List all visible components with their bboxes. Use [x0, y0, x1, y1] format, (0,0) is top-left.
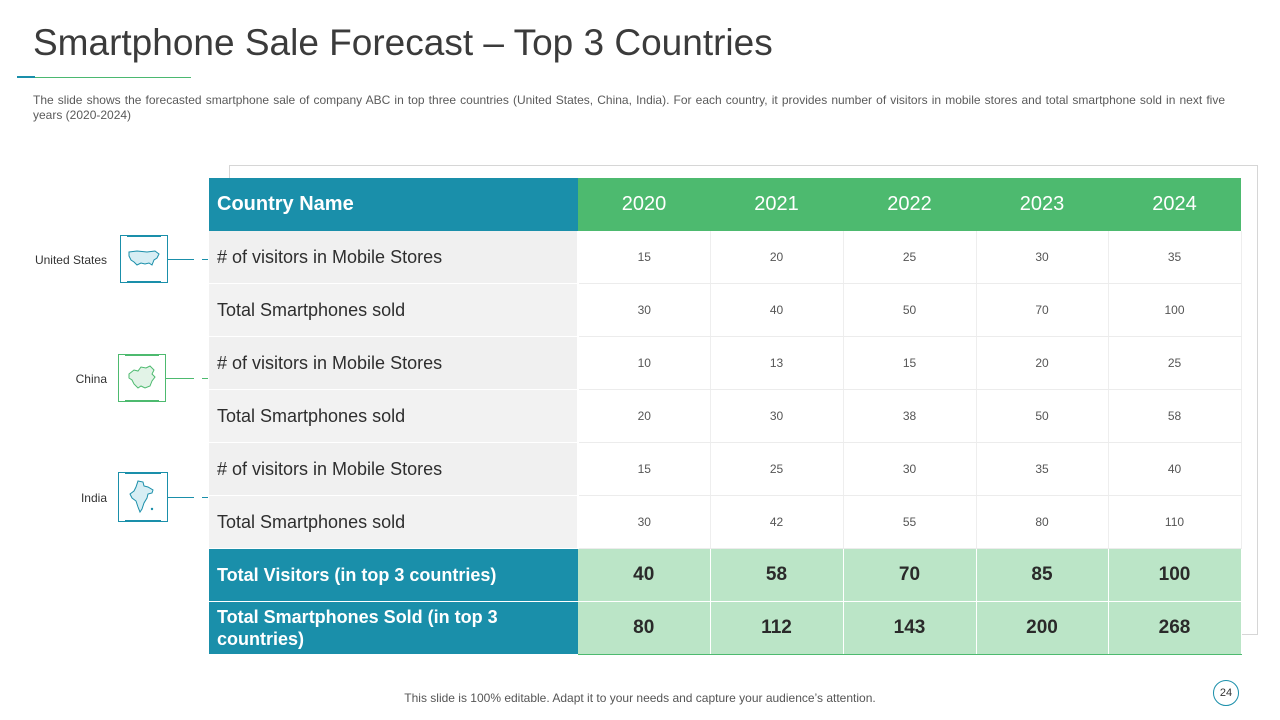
table-row: Total Smartphones sold 30 40 50 70 100	[209, 283, 1242, 337]
row-label: # of visitors in Mobile Stores	[209, 231, 579, 284]
cell-value: 15	[578, 442, 711, 496]
cell-value: 35	[1108, 231, 1242, 284]
total-row-label: Total Visitors (in top 3 countries)	[209, 548, 578, 602]
connector-dash-china	[202, 378, 208, 379]
cell-value: 50	[976, 389, 1109, 443]
table-row: Total Smartphones sold 20 30 38 50 58	[209, 389, 1242, 443]
table-row: # of visitors in Mobile Stores 15 20 25 …	[209, 231, 1242, 284]
forecast-table: Country Name 2020 2021 2022 2023 2024 # …	[209, 178, 1242, 655]
cell-value: 20	[710, 231, 844, 284]
title-underline-accent	[17, 76, 35, 78]
row-label: # of visitors in Mobile Stores	[209, 336, 579, 390]
total-cell-value: 40	[578, 548, 711, 602]
total-row-label: Total Smartphones Sold (in top 3 countri…	[209, 601, 578, 655]
total-cell-value: 100	[1108, 548, 1242, 602]
total-row: Total Smartphones Sold (in top 3 countri…	[209, 601, 1242, 655]
page-number-badge: 24	[1213, 680, 1239, 706]
cell-value: 20	[578, 389, 711, 443]
cell-value: 42	[710, 495, 844, 549]
india-map-icon	[118, 472, 168, 522]
country-label-united-states: United States	[34, 253, 107, 267]
table-header-row: Country Name 2020 2021 2022 2023 2024	[209, 178, 1241, 231]
table-row: # of visitors in Mobile Stores 15 25 30 …	[209, 442, 1242, 496]
cell-value: 80	[976, 495, 1109, 549]
cell-value: 15	[578, 231, 711, 284]
country-label-india: India	[80, 491, 107, 505]
total-cell-value: 85	[976, 548, 1109, 602]
slide-title: Smartphone Sale Forecast – Top 3 Countri…	[33, 22, 773, 63]
cell-value: 30	[976, 231, 1109, 284]
cell-value: 50	[843, 283, 977, 337]
row-label: # of visitors in Mobile Stores	[209, 442, 579, 496]
header-year: 2024	[1108, 178, 1241, 231]
total-cell-value: 80	[578, 601, 711, 655]
row-label: Total Smartphones sold	[209, 495, 579, 549]
cell-value: 40	[1108, 442, 1242, 496]
row-label: Total Smartphones sold	[209, 389, 579, 443]
header-year: 2023	[976, 178, 1108, 231]
cell-value: 30	[578, 283, 711, 337]
connector-india	[168, 497, 194, 498]
china-map-icon	[118, 354, 166, 402]
total-row: Total Visitors (in top 3 countries) 40 5…	[209, 548, 1242, 602]
cell-value: 30	[843, 442, 977, 496]
cell-value: 30	[578, 495, 711, 549]
cell-value: 25	[710, 442, 844, 496]
header-year: 2021	[710, 178, 843, 231]
cell-value: 30	[710, 389, 844, 443]
connector-china	[166, 378, 194, 379]
cell-value: 15	[843, 336, 977, 390]
cell-value: 25	[843, 231, 977, 284]
table-row: Total Smartphones sold 30 42 55 80 110	[209, 495, 1242, 549]
connector-dash-india	[202, 497, 208, 498]
header-year: 2022	[843, 178, 976, 231]
cell-value: 35	[976, 442, 1109, 496]
cell-value: 58	[1108, 389, 1242, 443]
footer-note: This slide is 100% editable. Adapt it to…	[404, 691, 876, 705]
header-country-name: Country Name	[209, 178, 578, 231]
country-label-china: China	[75, 372, 107, 386]
cell-value: 100	[1108, 283, 1242, 337]
cell-value: 25	[1108, 336, 1242, 390]
connector-united-states	[168, 259, 194, 260]
connector-dash-united-states	[202, 259, 208, 260]
title-underline	[17, 77, 191, 78]
total-cell-value: 200	[976, 601, 1109, 655]
total-cell-value: 143	[843, 601, 977, 655]
table-row: # of visitors in Mobile Stores 10 13 15 …	[209, 336, 1242, 390]
cell-value: 13	[710, 336, 844, 390]
header-year: 2020	[578, 178, 710, 231]
total-cell-value: 70	[843, 548, 977, 602]
us-map-icon	[120, 235, 168, 283]
total-cell-value: 268	[1108, 601, 1242, 655]
cell-value: 40	[710, 283, 844, 337]
cell-value: 70	[976, 283, 1109, 337]
total-cell-value: 58	[710, 548, 844, 602]
total-cell-value: 112	[710, 601, 844, 655]
cell-value: 10	[578, 336, 711, 390]
row-label: Total Smartphones sold	[209, 283, 579, 337]
cell-value: 110	[1108, 495, 1242, 549]
cell-value: 55	[843, 495, 977, 549]
cell-value: 38	[843, 389, 977, 443]
cell-value: 20	[976, 336, 1109, 390]
slide-description: The slide shows the forecasted smartphon…	[33, 93, 1225, 122]
